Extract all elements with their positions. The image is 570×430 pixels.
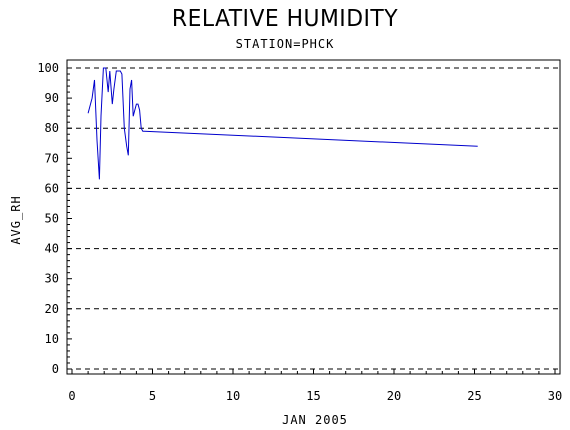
y-tick-label: 40	[45, 242, 59, 256]
series-line-0	[87, 67, 478, 180]
y-tick-label: 80	[45, 121, 59, 135]
y-tick-label: 60	[45, 181, 59, 195]
y-tick-label: 90	[45, 91, 59, 105]
x-tick-label: 15	[306, 389, 320, 403]
chart-title: RELATIVE HUMIDITY	[171, 6, 399, 32]
plot-frame	[66, 59, 561, 375]
chart-subtitle: STATION=PHCK	[235, 37, 335, 51]
y-tick-label: 70	[45, 151, 59, 165]
y-tick-label: 20	[45, 302, 59, 316]
y-tick-label: 50	[45, 212, 59, 226]
y-tick-label: 30	[45, 272, 59, 286]
x-axis-label: JAN 2005	[282, 413, 348, 427]
x-tick-label: 20	[387, 389, 401, 403]
x-tick-label: 25	[467, 389, 481, 403]
y-tick-label: 100	[37, 61, 59, 75]
x-tick-label: 5	[149, 389, 156, 403]
axes: 0 10 20 30 40 50 60 70 80 90 100 0 5 10 15 20 25 30	[37, 59, 562, 403]
y-axis-label: AVG_RH	[9, 195, 23, 244]
y-tick-label: 0	[52, 362, 59, 376]
x-tick-label: 10	[226, 389, 240, 403]
x-tick-label: 0	[68, 389, 75, 403]
series-layer	[87, 67, 478, 180]
y-tick-label: 10	[45, 332, 59, 346]
gridlines	[67, 67, 560, 370]
x-tick-label: 30	[548, 389, 562, 403]
